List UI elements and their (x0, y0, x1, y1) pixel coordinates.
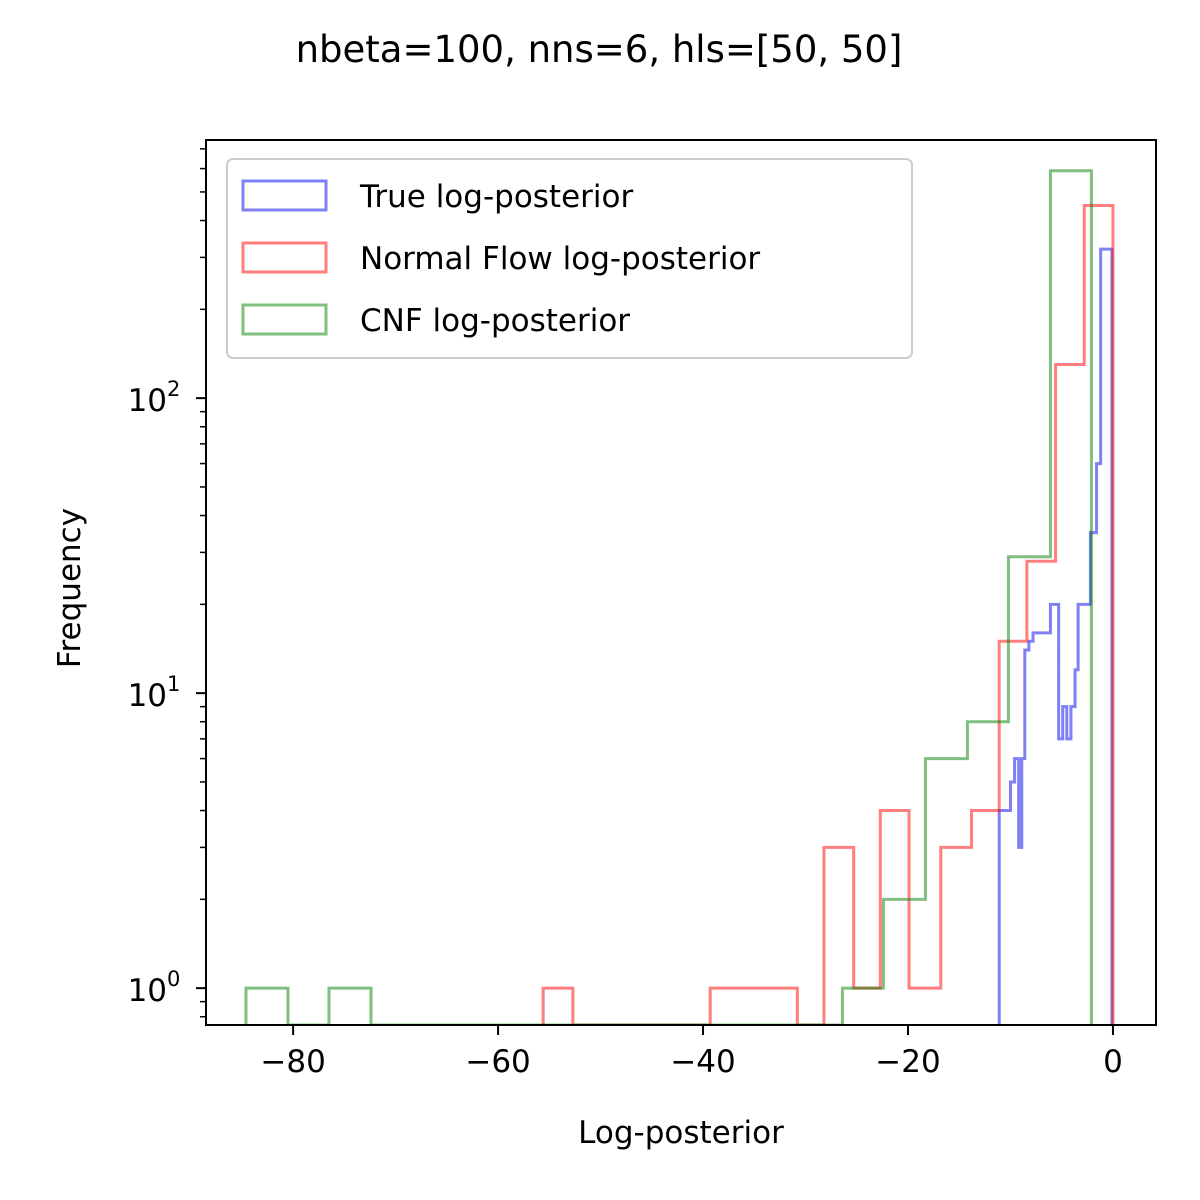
legend-swatch (241, 241, 328, 274)
legend-swatch (241, 179, 328, 212)
y-tick-label: 100 (128, 967, 181, 1009)
plot-frame (205, 139, 1157, 1026)
legend-box (226, 158, 913, 359)
legend-label: Normal Flow log-posterior (360, 241, 760, 277)
legend: True log-posterior Normal Flow log-poster… (226, 158, 913, 359)
legend-swatch (241, 303, 328, 336)
y-tick-label: 101 (128, 672, 181, 714)
x-tick-label: −80 (260, 1044, 325, 1080)
legend-label: CNF log-posterior (360, 303, 630, 339)
x-tick-label: −60 (465, 1044, 530, 1080)
x-tick-label: −40 (670, 1044, 735, 1080)
y-axis: 100 101 102 (128, 148, 206, 1018)
legend-label: True log-posterior (359, 179, 633, 215)
plot-bars (244, 169, 1115, 1025)
y-axis-label: Frequency (52, 508, 88, 668)
histogram-series-3 (244, 169, 1093, 1025)
histogram-series-1 (997, 247, 1114, 1025)
x-axis: −80 −60 −40 −20 0 (260, 1025, 1123, 1080)
y-tick-label: 102 (128, 377, 181, 419)
x-tick-label: −20 (875, 1044, 940, 1080)
chart-title: nbeta=100, nns=6, hls=[50, 50] (296, 28, 903, 71)
x-tick-label: 0 (1103, 1044, 1123, 1080)
x-axis-label: Log-posterior (578, 1115, 784, 1151)
